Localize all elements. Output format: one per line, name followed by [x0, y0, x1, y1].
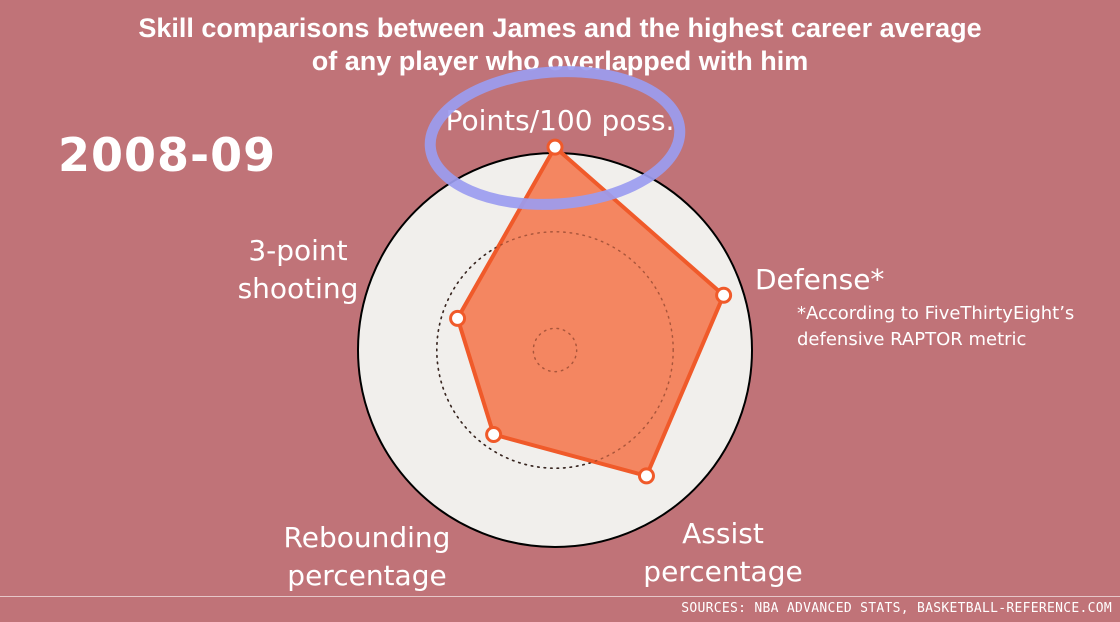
- season-label: 2008-09: [58, 128, 277, 182]
- data-points-layer: [449, 138, 733, 485]
- axis-label-4: Rebounding percentage: [284, 521, 451, 592]
- axis-label-5-line-2: shooting: [238, 272, 359, 305]
- axis-label-5-line-1: 3-point: [248, 234, 347, 267]
- axis-label-4-line-1: Rebounding: [284, 521, 451, 554]
- data-polygon-layer: [436, 145, 726, 478]
- axis-label-2-line-1: Defense*: [755, 263, 884, 296]
- axis-label-1-line-1: Points/100 poss.: [446, 104, 675, 137]
- axis-label-1: Points/100 poss.: [446, 104, 675, 137]
- chart-title-line-1: Skill comparisons between James and the …: [138, 13, 982, 43]
- footer-divider: [0, 596, 1120, 597]
- chart-title: Skill comparisons between James and the …: [0, 12, 1120, 78]
- dotted-ring-overlay-2: [532, 327, 578, 373]
- footnote-line-1: *According to FiveThirtyEight’s: [797, 303, 1075, 324]
- axis-label-3: Assist percentage: [643, 517, 802, 588]
- data-point-4: [485, 425, 503, 443]
- data-point-1: [546, 138, 564, 156]
- sources-credit: SOURCES: NBA ADVANCED STATS, BASKETBALL-…: [681, 601, 1112, 616]
- footnote-line-2: defensive RAPTOR metric: [797, 329, 1027, 350]
- data-polygon: [455, 145, 726, 478]
- data-point-2: [715, 286, 733, 304]
- axis-labels-layer: Points/100 poss. Defense* Assist percentage…: [238, 104, 885, 592]
- dotted-ring-overlay-1: [436, 231, 674, 469]
- data-point-5: [449, 309, 467, 327]
- axis-label-5: 3-point shooting: [238, 234, 359, 305]
- axis-label-3-line-1: Assist: [682, 517, 764, 550]
- annotation-circle: [424, 66, 686, 210]
- axis-label-3-line-2: percentage: [643, 555, 802, 588]
- footnote: *According to FiveThirtyEight’s defensiv…: [797, 301, 1117, 353]
- axis-label-2: Defense*: [755, 263, 884, 296]
- axis-label-4-line-2: percentage: [287, 559, 446, 592]
- data-point-3: [637, 467, 655, 485]
